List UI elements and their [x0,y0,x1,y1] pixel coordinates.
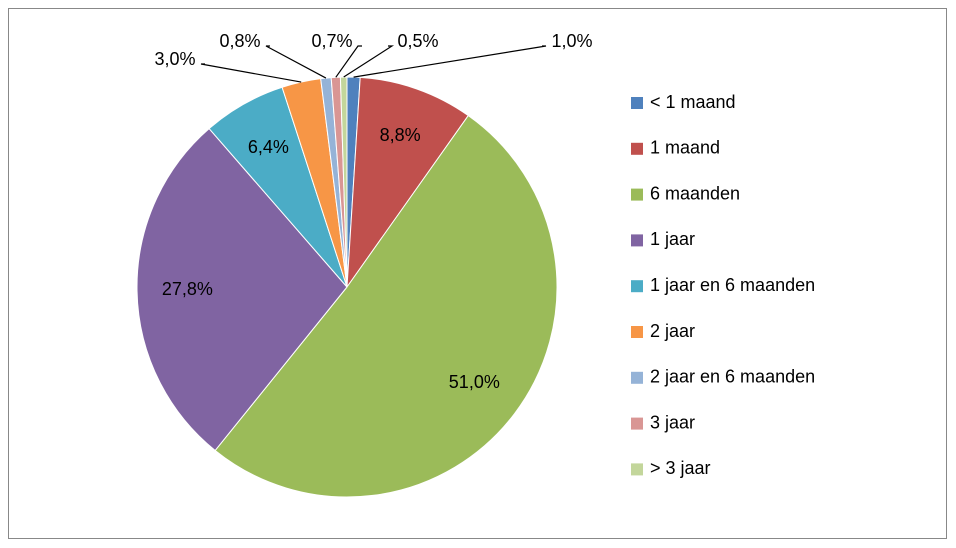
legend-label: < 1 maand [650,92,736,112]
data-label: 6,4% [248,137,289,157]
pie-slice [214,114,558,498]
legend-label: 1 jaar [650,229,695,249]
data-label: 27,8% [162,279,213,299]
data-label: 51,0% [449,372,500,392]
legend-swatch [631,417,643,430]
data-label: 1,0% [551,31,592,51]
legend-label: 2 jaar [650,321,695,341]
legend-label: > 3 jaar [650,458,711,478]
legend-swatch [631,188,643,201]
legend-swatch [631,371,643,384]
legend-label: 1 jaar en 6 maanden [650,275,815,295]
legend-label: 2 jaar en 6 maanden [650,367,815,387]
legend-label: 6 maanden [650,183,740,203]
data-label: 0,5% [397,31,438,51]
legend-label: 1 maand [650,138,720,158]
data-label: 8,8% [380,125,421,145]
leader-line [335,45,362,78]
data-label: 0,8% [219,31,260,51]
leader-line [343,45,395,78]
legend-label: 3 jaar [650,412,695,432]
leader-line [265,45,327,79]
data-label: 3,0% [154,49,195,69]
legend-swatch [631,97,643,109]
pie-slice [136,127,348,452]
legend-swatch [631,326,643,338]
leader-line [200,63,302,83]
legend-swatch [631,142,643,155]
legend-swatch [631,234,643,247]
legend-swatch [631,280,643,293]
leader-line [353,45,547,78]
legend-swatch [631,463,643,476]
pie-slice [346,76,469,289]
data-label: 0,7% [311,31,352,51]
